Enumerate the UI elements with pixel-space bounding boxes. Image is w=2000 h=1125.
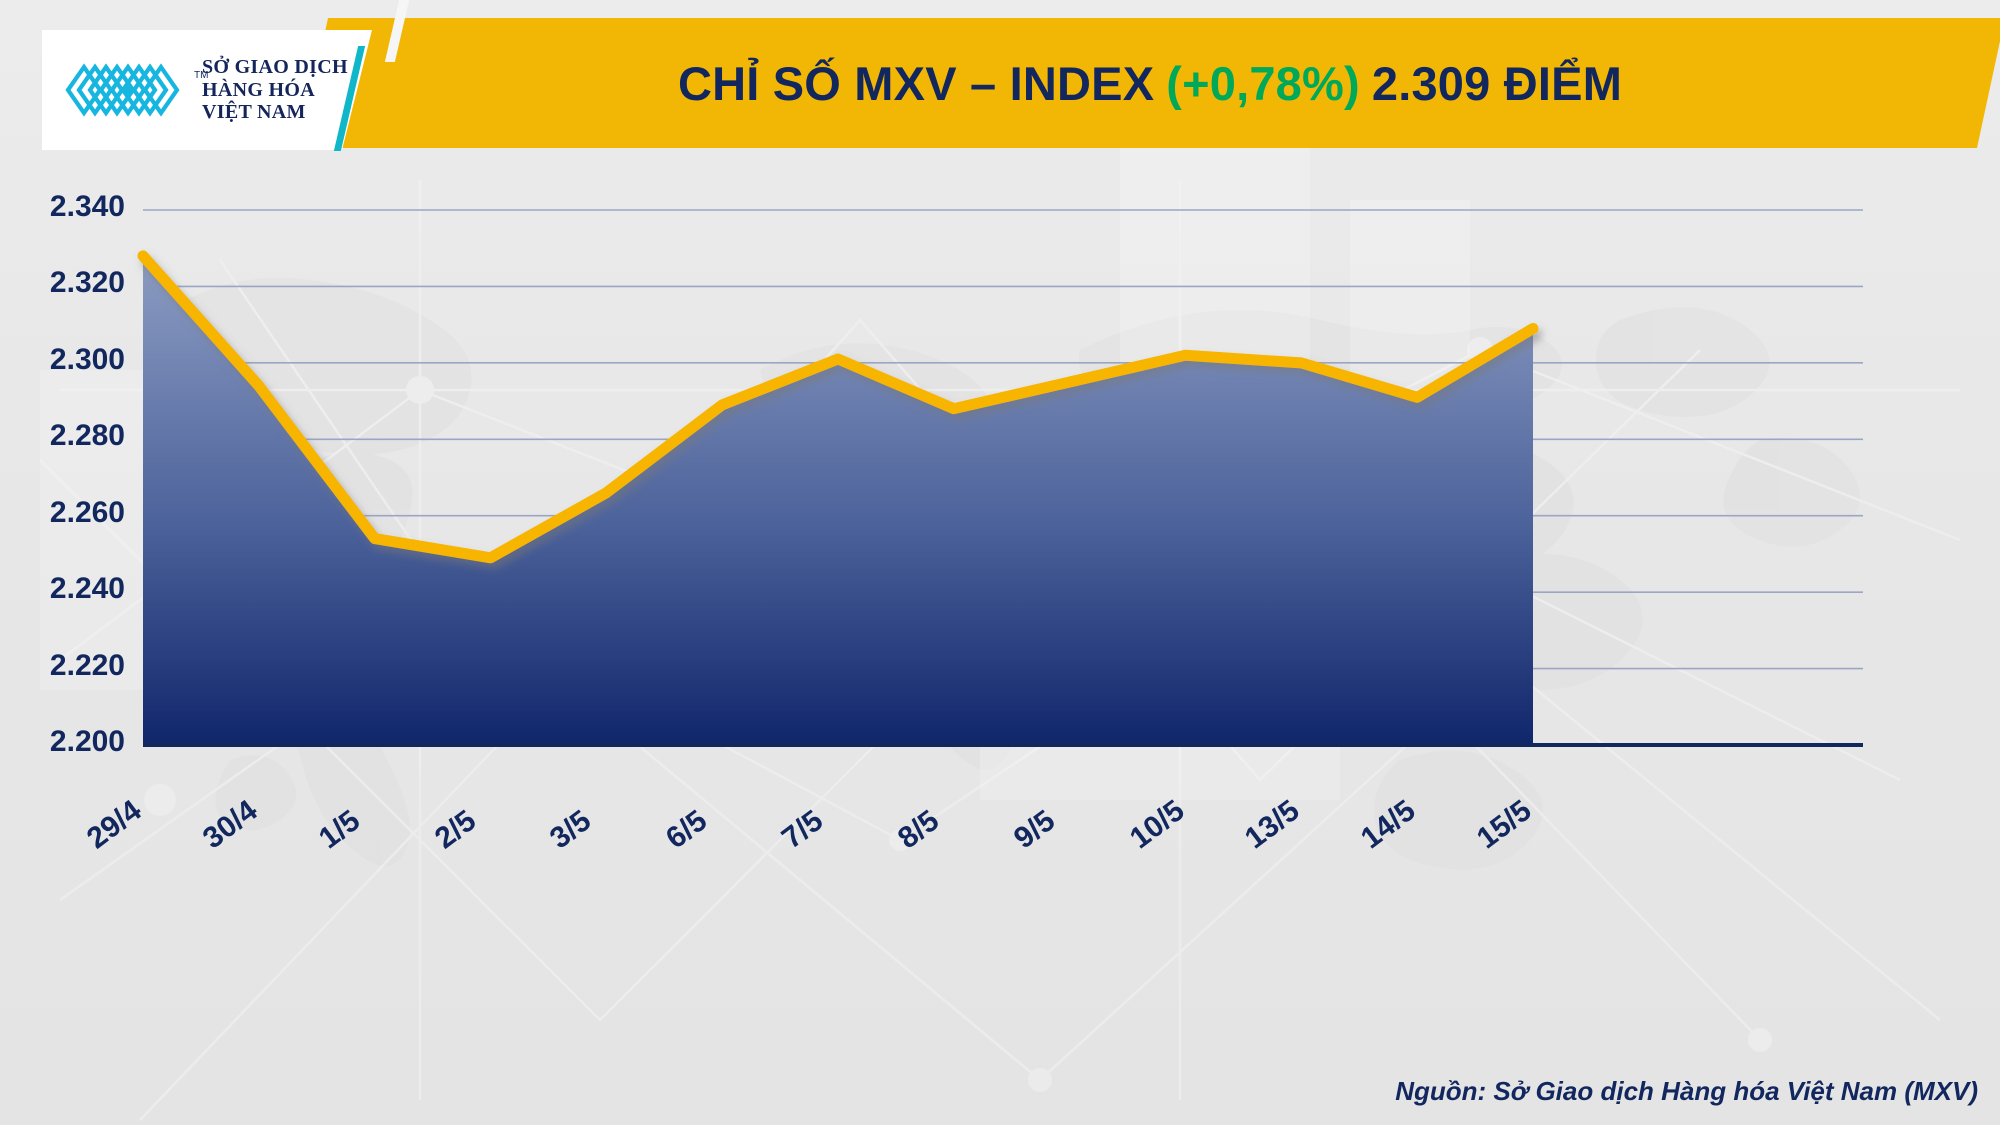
title-index-points: 2.309 ĐIỂM — [1371, 56, 1623, 110]
y-axis-tick-label: 2.300 — [49, 342, 125, 376]
logo-line-2: HÀNG HÓA — [202, 78, 315, 101]
logo-plaque: TM SỞ GIAO DỊCH HÀNG HÓA VIỆT NAM — [42, 30, 372, 150]
header: CHỈ SỐ MXV – INDEX (+0,78%) 2.309 ĐIỂM T… — [0, 0, 2000, 175]
chart-area: 2.340 2.320 2.300 2.280 2.260 2.240 2.220 2.200… — [0, 175, 2000, 1075]
area-fill — [143, 255, 1533, 745]
logo-line-1: SỞ GIAO DỊCH — [202, 56, 348, 79]
index-line — [137, 250, 1539, 564]
y-axis-tick-label: 2.280 — [49, 419, 125, 453]
y-axis-tick-label: 2.220 — [49, 648, 125, 682]
y-axis-tick-label: 2.260 — [49, 495, 125, 529]
mxv-logo-icon — [65, 63, 180, 117]
title-main-first: CHỈ SỐ MXV – INDEX — [677, 56, 1155, 110]
logo-line-3: VIỆT NAM — [202, 101, 306, 124]
title-change-percent: (+0,78%) — [1166, 56, 1360, 110]
header-yellow-band — [300, 18, 2000, 148]
y-axis-tick-label: 2.320 — [49, 266, 125, 300]
page-title: CHỈ SỐ MXV – INDEX (+0,78%) 2.309 ĐIỂM — [330, 18, 1970, 148]
y-axis-tick-label: 2.340 — [49, 190, 125, 223]
source-note: Nguồn: Sở Giao dịch Hàng hóa Việt Nam (M… — [1395, 1076, 1978, 1106]
y-axis-tick-label: 2.240 — [49, 572, 125, 606]
logo-wordmark: SỞ GIAO DỊCH HÀNG HÓA VIỆT NAM — [202, 56, 348, 123]
mxv-index-area-chart — [137, 209, 1863, 747]
y-axis-tick-label: 2.200 — [49, 725, 125, 758]
trademark-symbol: TM — [194, 70, 209, 81]
